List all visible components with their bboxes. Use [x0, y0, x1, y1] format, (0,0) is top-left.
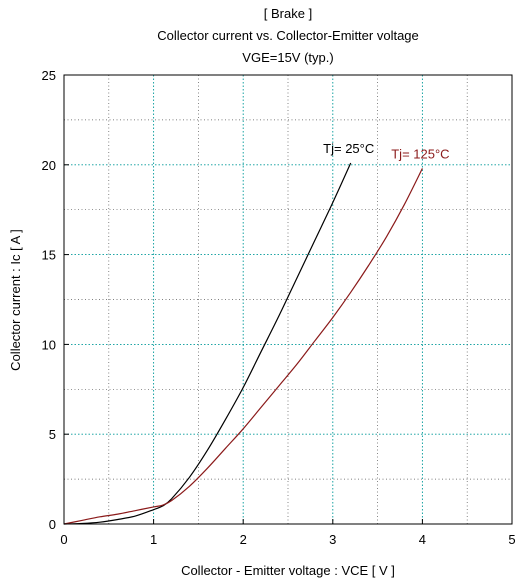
series-line-1: [63, 168, 423, 525]
x-tick-label: 4: [419, 532, 426, 547]
series-labels: Tj= 25°C Tj= 125°C: [323, 141, 449, 161]
x-tick-label: 0: [60, 532, 67, 547]
y-tick-label: 25: [42, 68, 56, 83]
x-tick-label: 1: [150, 532, 157, 547]
x-axis-label: Collector - Emitter voltage : VCE [ V ]: [181, 563, 395, 578]
y-tick-label: 5: [49, 427, 56, 442]
x-tick-label: 3: [329, 532, 336, 547]
y-tick-label: 10: [42, 337, 56, 352]
y-tick-label: 15: [42, 248, 56, 263]
plot-frame: [63, 74, 513, 525]
y-tick-label: 0: [49, 517, 56, 532]
y-tick-label: 20: [42, 158, 56, 173]
y-ticks: 0 5 10 15 20 25: [42, 68, 69, 532]
x-ticks: 0 1 2 3 4 5: [60, 519, 516, 547]
series-label-1: Tj= 125°C: [391, 146, 449, 161]
chart-title-line-1: [ Brake ]: [264, 6, 312, 21]
chart-title-line-2: Collector current vs. Collector-Emitter …: [157, 28, 419, 43]
series-label-0: Tj= 25°C: [323, 141, 374, 156]
y-axis-label: Collector current : Ic [ A ]: [8, 229, 23, 371]
series-lines: [63, 162, 423, 525]
x-tick-label: 5: [508, 532, 515, 547]
grid: [64, 75, 512, 524]
series-line-0: [63, 162, 352, 525]
x-tick-label: 2: [240, 532, 247, 547]
chart-title-line-3: VGE=15V (typ.): [242, 50, 333, 65]
